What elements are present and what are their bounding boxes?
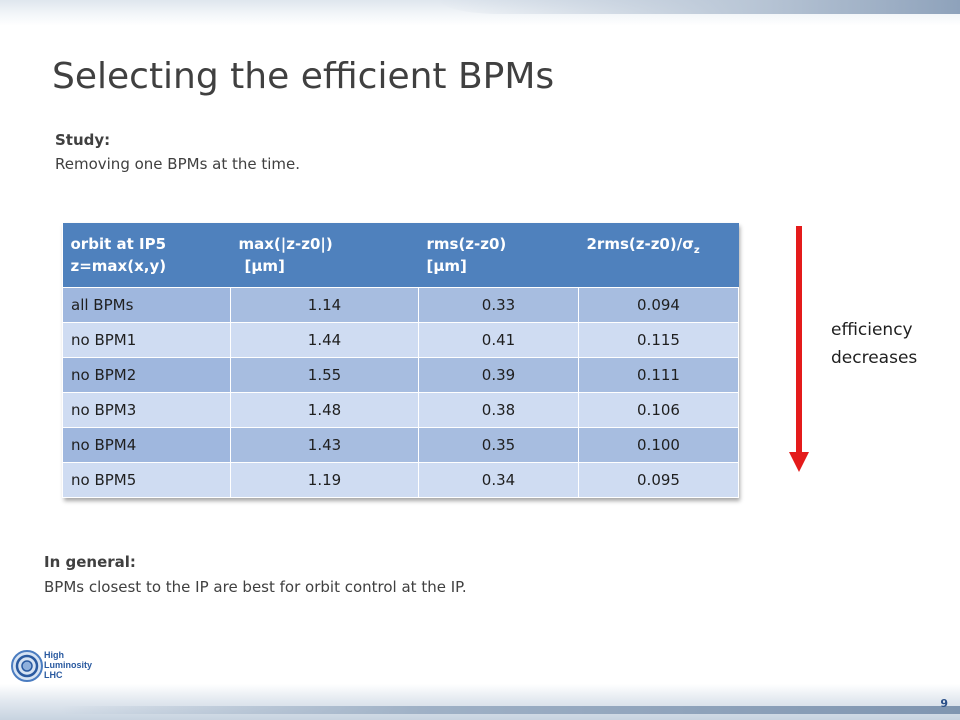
table-row: no BPM2 1.55 0.39 0.111 (62, 357, 739, 393)
header-orbit-line2: z=max(x,y) (70, 257, 167, 275)
cell-rms: 0.39 (418, 357, 579, 393)
row-label: no BPM2 (62, 357, 231, 393)
table-row: no BPM5 1.19 0.34 0.095 (62, 462, 739, 498)
row-label: no BPM4 (62, 427, 231, 463)
study-label: Study: (55, 131, 111, 149)
bottom-decoration-band (0, 684, 960, 720)
header-ratio: 2rms(z-z0)/σz (578, 223, 739, 288)
arrow-head (789, 452, 809, 472)
logo-text: High Luminosity LHC (44, 650, 92, 680)
row-label: all BPMs (62, 287, 231, 323)
table-row: no BPM1 1.44 0.41 0.115 (62, 322, 739, 358)
header-rms-line2: [μm] (426, 257, 467, 275)
logo-inner-ring (21, 660, 33, 672)
header-orbit: orbit at IP5 z=max(x,y) (62, 223, 231, 288)
header-ratio-text: 2rms(z-z0)/σ (586, 235, 694, 253)
bpm-table-container: orbit at IP5 z=max(x,y) max(|z-z0|) [μm]… (62, 223, 739, 498)
cell-rms: 0.35 (418, 427, 579, 463)
cell-max: 1.43 (230, 427, 419, 463)
header-rms-line1: rms(z-z0) (426, 235, 507, 253)
arrow-shaft (796, 226, 802, 454)
hl-lhc-logo-icon (11, 650, 43, 682)
study-text: Removing one BPMs at the time. (55, 155, 301, 173)
cell-ratio: 0.111 (578, 357, 739, 393)
logo-middle-ring (15, 654, 39, 678)
cell-max: 1.55 (230, 357, 419, 393)
cell-max: 1.48 (230, 392, 419, 428)
efficiency-note: efficiency decreases (831, 316, 917, 372)
header-max-line1: max(|z-z0|) (238, 235, 333, 253)
logo-text-line2: Luminosity (44, 660, 93, 670)
header-orbit-line1: orbit at IP5 (70, 235, 167, 253)
logo-text-line1: High (44, 650, 64, 660)
efficiency-note-line2: decreases (831, 348, 918, 368)
table-row: no BPM3 1.48 0.38 0.106 (62, 392, 739, 428)
cell-max: 1.44 (230, 322, 419, 358)
cell-ratio: 0.095 (578, 462, 739, 498)
header-max: max(|z-z0|) [μm] (230, 223, 419, 288)
cell-ratio: 0.106 (578, 392, 739, 428)
top-decoration-accent (440, 0, 960, 14)
header-ratio-subscript: z (693, 245, 700, 256)
cell-max: 1.19 (230, 462, 419, 498)
cell-ratio: 0.115 (578, 322, 739, 358)
cell-max: 1.14 (230, 287, 419, 323)
bottom-decoration-accent (60, 706, 960, 714)
table-header-row: orbit at IP5 z=max(x,y) max(|z-z0|) [μm]… (62, 223, 739, 288)
cell-rms: 0.33 (418, 287, 579, 323)
row-label: no BPM3 (62, 392, 231, 428)
cell-rms: 0.41 (418, 322, 579, 358)
table-row: no BPM4 1.43 0.35 0.100 (62, 427, 739, 463)
row-label: no BPM1 (62, 322, 231, 358)
row-label: no BPM5 (62, 462, 231, 498)
cell-ratio: 0.100 (578, 427, 739, 463)
general-text: BPMs closest to the IP are best for orbi… (44, 578, 467, 596)
cell-rms: 0.38 (418, 392, 579, 428)
table-row: all BPMs 1.14 0.33 0.094 (62, 287, 739, 323)
cell-rms: 0.34 (418, 462, 579, 498)
slide-title: Selecting the efficient BPMs (52, 56, 555, 97)
general-label: In general: (44, 553, 136, 571)
efficiency-note-line1: efficiency (831, 320, 913, 340)
header-max-line2: [μm] (244, 257, 285, 275)
bpm-efficiency-table: orbit at IP5 z=max(x,y) max(|z-z0|) [μm]… (62, 223, 739, 498)
page-number: 9 (940, 697, 948, 710)
logo-text-line3: LHC (44, 670, 63, 680)
down-arrow-icon (789, 226, 809, 472)
cell-ratio: 0.094 (578, 287, 739, 323)
header-rms: rms(z-z0) [μm] (418, 223, 579, 288)
